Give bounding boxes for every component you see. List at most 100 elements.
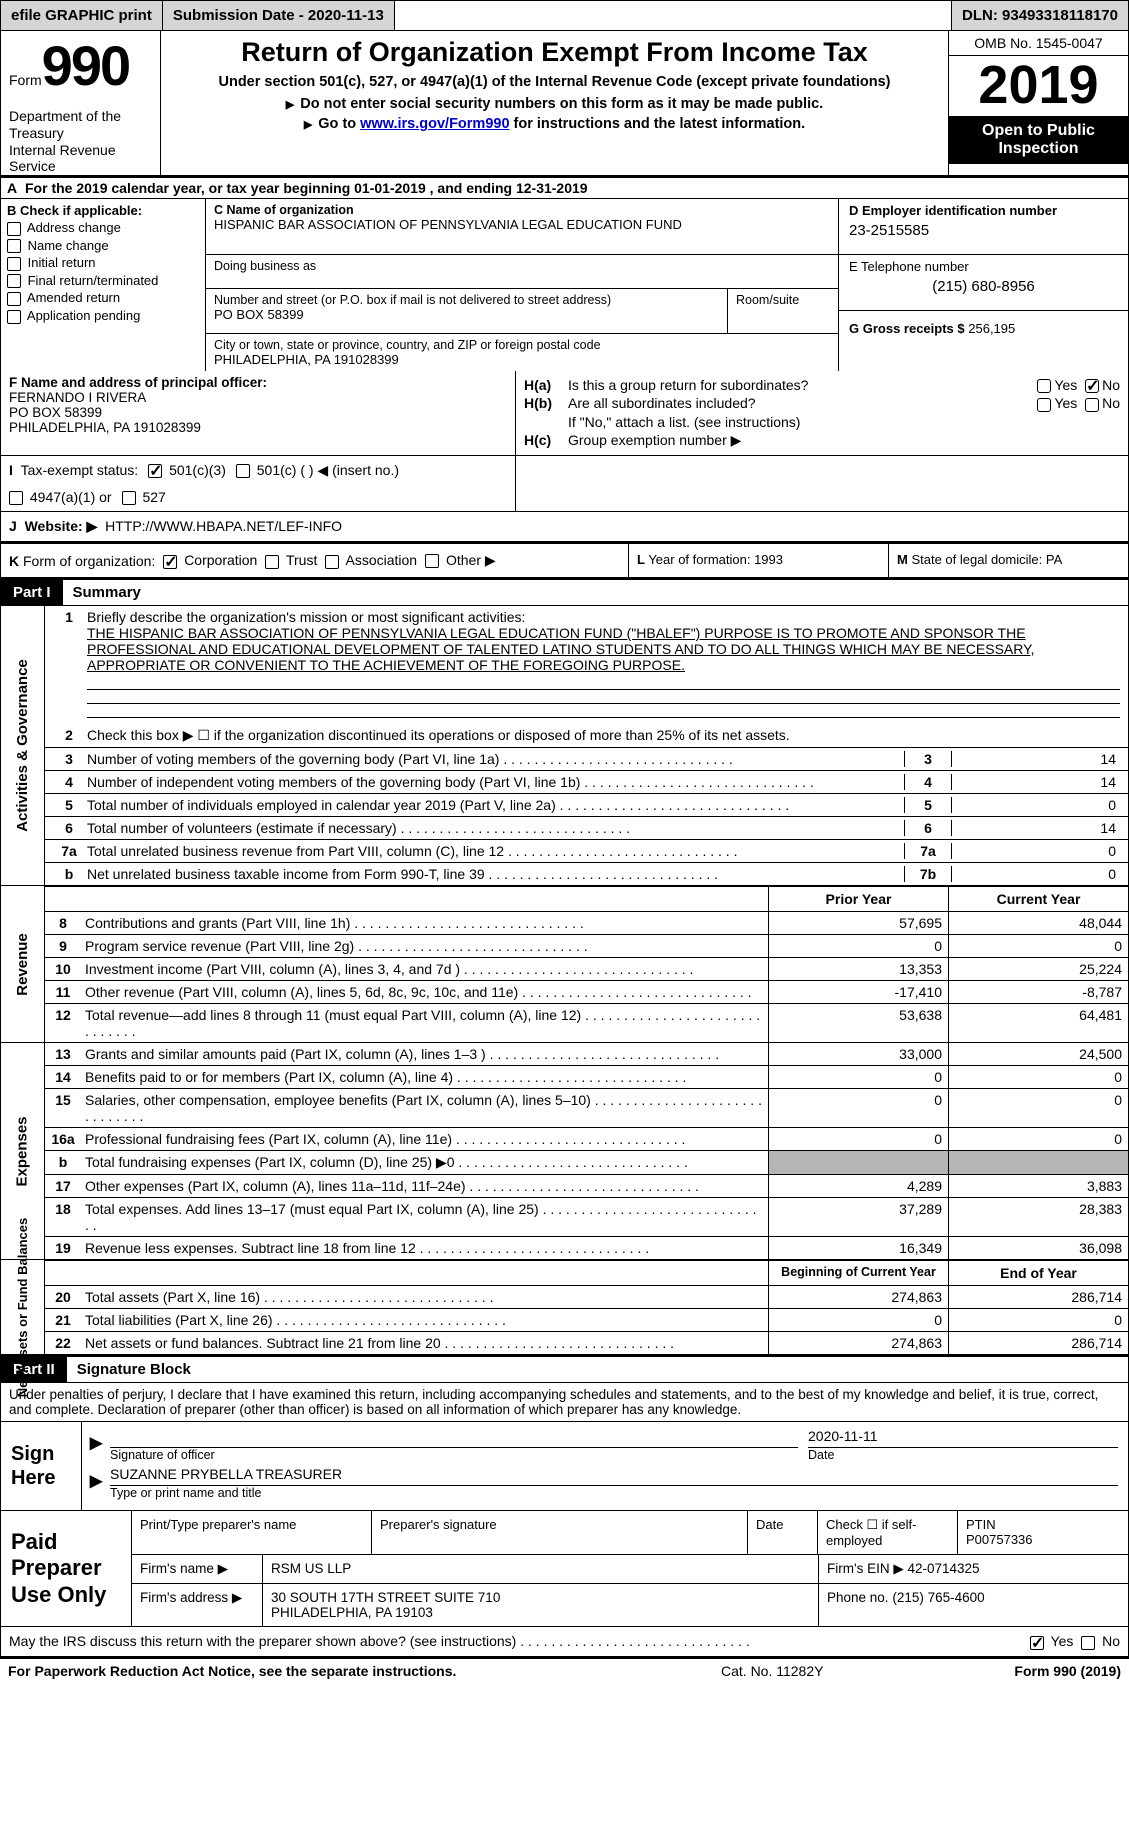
summary-line: 18Total expenses. Add lines 13–17 (must … — [45, 1198, 1128, 1237]
row-a-text: For the 2019 calendar year, or tax year … — [25, 180, 588, 196]
f-block: F Name and address of principal officer:… — [1, 371, 516, 455]
checkbox-icon[interactable] — [325, 555, 339, 569]
revenue-section: Revenue Prior YearCurrent Year 8Contribu… — [0, 886, 1129, 1043]
expenses-section: Expenses 13Grants and similar amounts pa… — [0, 1043, 1129, 1260]
checkbox-icon[interactable] — [7, 310, 21, 324]
checkbox-icon[interactable] — [425, 554, 439, 568]
row-a: AFor the 2019 calendar year, or tax year… — [0, 178, 1129, 199]
signature-caption: Signature of officer — [110, 1448, 798, 1466]
hc-text: Group exemption number ▶ — [568, 432, 1120, 449]
sign-date: 2020-11-11 — [808, 1428, 878, 1444]
hb-yesno: Yes No — [1037, 395, 1120, 411]
summary-line: 20Total assets (Part X, line 16)274,8632… — [45, 1286, 1128, 1309]
top-bar: efile GRAPHIC print Submission Date - 20… — [0, 0, 1129, 31]
dln-label: DLN: — [962, 7, 998, 24]
part2-header: Part II Signature Block — [0, 1357, 1129, 1383]
l-block: L Year of formation: 1993 — [628, 544, 888, 577]
checkbox-icon[interactable] — [7, 222, 21, 236]
d-legend: D Employer identification number — [849, 203, 1118, 218]
checkbox-icon[interactable] — [7, 239, 21, 253]
instructions-link[interactable]: www.irs.gov/Form990 — [360, 116, 509, 132]
tax-year: 2019 — [949, 56, 1128, 116]
checkbox-icon[interactable] — [1085, 398, 1099, 412]
checkbox-icon[interactable] — [7, 274, 21, 288]
part2-tab: Part II — [1, 1357, 67, 1382]
firm-address: 30 SOUTH 17TH STREET SUITE 710PHILADELPH… — [262, 1584, 818, 1626]
checkbox-icon[interactable] — [7, 292, 21, 306]
subtitle-1: Under section 501(c), 527, or 4947(a)(1)… — [219, 74, 891, 90]
arrow-icon: ▸ — [82, 1466, 110, 1504]
submission-date: Submission Date - 2020-11-13 — [163, 1, 395, 30]
b-title: Check if applicable: — [20, 203, 142, 218]
efile-label[interactable]: efile GRAPHIC print — [1, 1, 163, 30]
checkbox-icon[interactable] — [236, 464, 250, 478]
col-current: Current Year — [948, 887, 1128, 911]
summary-line: 16aProfessional fundraising fees (Part I… — [45, 1128, 1128, 1151]
f-legend: F Name and address of principal officer: — [9, 375, 267, 390]
firm-ein: Firm's EIN ▶ 42-0714325 — [818, 1555, 1128, 1583]
mission-text: THE HISPANIC BAR ASSOCIATION OF PENNSYLV… — [87, 625, 1035, 673]
checkbox-icon[interactable] — [1037, 398, 1051, 412]
side-netassets: Net Assets or Fund Balances — [1, 1260, 45, 1354]
org-city: PHILADELPHIA, PA 191028399 — [214, 352, 830, 367]
website: HTTP://WWW.HBAPA.NET/LEF-INFO — [105, 518, 342, 534]
blank-line — [87, 676, 1120, 690]
part1-title: Summary — [63, 580, 151, 605]
may-discuss-row: May the IRS discuss this return with the… — [0, 1627, 1129, 1658]
prep-name-hdr: Print/Type preparer's name — [132, 1511, 372, 1554]
k-block: K Form of organization: Corporation Trus… — [1, 544, 628, 577]
col-b: B Check if applicable: Address change Na… — [1, 199, 206, 371]
paid-preparer-block: Paid Preparer Use Only Print/Type prepar… — [0, 1511, 1129, 1627]
ein-value: 23-2515585 — [849, 222, 1118, 239]
checkbox-icon[interactable] — [163, 555, 177, 569]
fh-block: F Name and address of principal officer:… — [0, 371, 1129, 456]
summary-line: 22Net assets or fund balances. Subtract … — [45, 1332, 1128, 1354]
prep-date-hdr: Date — [748, 1511, 818, 1554]
summary-line: 9Program service revenue (Part VIII, lin… — [45, 935, 1128, 958]
checkbox-icon[interactable] — [122, 491, 136, 505]
form-number: Form990 — [9, 33, 152, 98]
summary-line: 10Investment income (Part VIII, column (… — [45, 958, 1128, 981]
netassets-section: Net Assets or Fund Balances Beginning of… — [0, 1260, 1129, 1357]
checkbox-icon[interactable] — [7, 257, 21, 271]
dln: DLN: 93493318118170 — [951, 1, 1128, 30]
form-title: Return of Organization Exempt From Incom… — [241, 37, 868, 68]
tax-status: I Tax-exempt status: 501(c)(3) 501(c) ( … — [1, 456, 516, 511]
prep-sig-hdr: Preparer's signature — [372, 1511, 748, 1554]
summary-line: 13Grants and similar amounts paid (Part … — [45, 1043, 1128, 1066]
checkbox-icon[interactable] — [1030, 1636, 1044, 1650]
name-line: SUZANNE PRYBELLA TREASURER — [110, 1466, 1118, 1486]
dept-label: Department of the Treasury Internal Reve… — [9, 108, 152, 175]
summary-line: 7aTotal unrelated business revenue from … — [45, 840, 1128, 863]
ha-text: Is this a group return for subordinates? — [568, 377, 1037, 393]
prep-ptin-hdr: PTIN P00757336 — [958, 1511, 1128, 1554]
b-checkbox-item: Initial return — [7, 255, 199, 271]
city-legend: City or town, state or province, country… — [214, 338, 830, 352]
footer-mid: Cat. No. 11282Y — [721, 1663, 921, 1679]
checkbox-icon[interactable] — [265, 555, 279, 569]
summary-line: 3Number of voting members of the governi… — [45, 747, 1128, 771]
col-prior: Prior Year — [768, 887, 948, 911]
b-checkbox-item: Address change — [7, 220, 199, 236]
checkbox-icon[interactable] — [1037, 379, 1051, 393]
omb-number: OMB No. 1545-0047 — [949, 31, 1128, 56]
hb2-text: If "No," attach a list. (see instruction… — [568, 414, 1120, 430]
sign-here-label: Sign Here — [1, 1422, 81, 1510]
checkbox-icon[interactable] — [148, 464, 162, 478]
header-right: OMB No. 1545-0047 2019 Open to Public In… — [948, 31, 1128, 175]
checkbox-icon[interactable] — [9, 491, 23, 505]
officer-name: FERNANDO I RIVERA — [9, 390, 146, 405]
summary-line: 5Total number of individuals employed in… — [45, 794, 1128, 817]
summary-line: 11Other revenue (Part VIII, column (A), … — [45, 981, 1128, 1004]
summary-line: 14Benefits paid to or for members (Part … — [45, 1066, 1128, 1089]
subtitle-2: Do not enter social security numbers on … — [286, 96, 823, 112]
i-block: I Tax-exempt status: 501(c)(3) 501(c) ( … — [0, 456, 1129, 512]
checkbox-icon[interactable] — [1081, 1636, 1095, 1650]
checkbox-icon[interactable] — [1085, 379, 1099, 393]
summary-line: 15Salaries, other compensation, employee… — [45, 1089, 1128, 1128]
gross-receipts: 256,195 — [968, 321, 1015, 336]
state-domicile: State of legal domicile: PA — [911, 552, 1062, 567]
summary-line: bTotal fundraising expenses (Part IX, co… — [45, 1151, 1128, 1175]
b-checkbox-item: Application pending — [7, 308, 199, 324]
blank-line — [87, 690, 1120, 704]
